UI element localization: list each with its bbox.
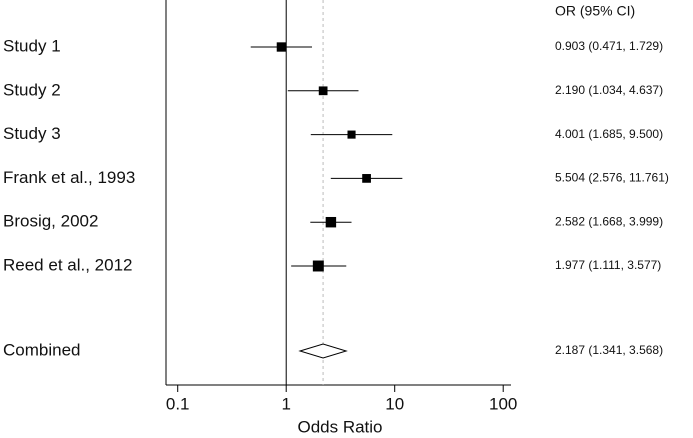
estimate-square [318,86,328,96]
summary-diamond [298,343,348,359]
estimate-square [276,42,287,52]
study-label: Frank et al., 1993 [3,168,135,187]
estimate-label: 2.190 (1.034, 4.637) [555,83,663,97]
x-axis-label: Odds Ratio [297,417,382,436]
estimate-label: 0.903 (0.471, 1.729) [555,39,663,53]
estimate-label: 2.582 (1.668, 3.999) [555,214,663,228]
column-header: OR (95% CI) [555,3,635,19]
estimate-label: 5.504 (2.576, 11.761) [555,171,669,185]
study-label: Reed et al., 2012 [3,255,132,274]
estimate-square [325,216,337,228]
x-tick-label: 0.1 [166,394,190,413]
study-label: Brosig, 2002 [3,212,98,231]
x-tick-label: 1 [281,394,290,413]
summary-label: Combined [3,340,81,359]
estimate-square [362,174,371,183]
estimate-label: 1.977 (1.111, 3.577) [555,258,661,272]
estimate-label: 4.001 (1.685, 9.500) [555,127,663,141]
summary-estimate-label: 2.187 (1.341, 3.568) [555,343,663,357]
x-tick-label: 10 [385,394,404,413]
estimate-square [312,260,324,272]
study-label: Study 3 [3,124,61,143]
study-label: Study 1 [3,36,61,55]
estimate-square [347,130,356,139]
study-label: Study 2 [3,80,61,99]
x-tick-label: 100 [489,394,517,413]
